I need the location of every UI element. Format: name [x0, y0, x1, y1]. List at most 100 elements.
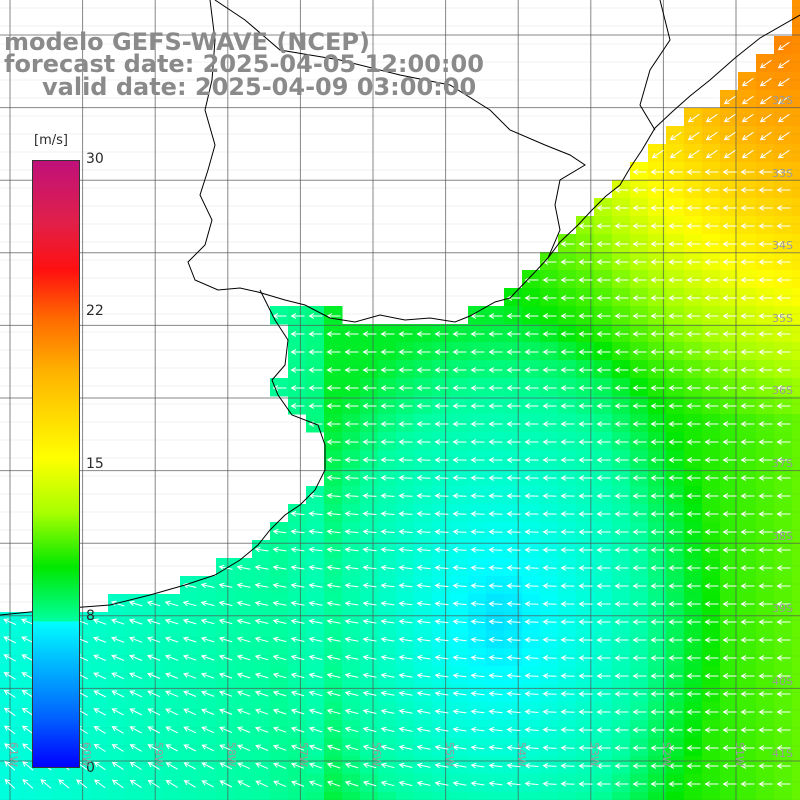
wind-cell: [666, 234, 685, 253]
wind-arrow: [578, 601, 593, 607]
wind-arrow: [362, 457, 377, 463]
wind-arrow: [578, 349, 593, 355]
wind-arrow: [776, 457, 791, 463]
wind-arrow: [668, 673, 683, 679]
wind-arrow: [344, 331, 359, 337]
wind-arrow: [219, 708, 233, 715]
wind-arrow: [614, 583, 629, 589]
wind-cell: [432, 414, 451, 433]
wind-cell: [702, 594, 721, 613]
wind-cell: [756, 540, 775, 559]
wind-arrow: [614, 673, 629, 679]
wind-cell: [684, 774, 703, 793]
wind-cell: [576, 432, 595, 451]
wind-cell: [792, 576, 800, 595]
wind-cell: [774, 702, 793, 721]
wind-arrow: [4, 778, 16, 789]
wind-cell: [414, 432, 433, 451]
wind-cell: [774, 558, 793, 577]
wind-cell: [702, 378, 721, 397]
wind-cell: [486, 396, 505, 415]
wind-cell: [288, 324, 307, 343]
wind-cell: [720, 486, 739, 505]
wind-arrow: [686, 709, 701, 715]
wind-arrow: [758, 619, 773, 625]
wind-arrow: [668, 583, 683, 589]
wind-cell: [792, 558, 800, 577]
wind-cell: [414, 612, 433, 631]
wind-arrow: [165, 708, 179, 716]
wind-cell: [522, 414, 541, 433]
wind-arrow: [704, 457, 719, 463]
wind-arrow: [524, 403, 539, 409]
wind-arrow: [344, 672, 359, 679]
wind-cell: [756, 396, 775, 415]
wind-cell: [360, 360, 379, 379]
wind-arrow: [686, 169, 701, 175]
wind-cell: [180, 792, 199, 800]
title-valid-date: valid date: 2025-04-09 03:00:00: [42, 73, 477, 101]
wind-cell: [576, 288, 595, 307]
wind-cell: [540, 594, 559, 613]
wind-cell: [468, 648, 487, 667]
wind-cell: [648, 396, 667, 415]
wind-arrow: [308, 654, 323, 661]
wind-arrow: [632, 259, 647, 265]
wind-cell: [756, 360, 775, 379]
wind-cell: [468, 756, 487, 775]
wind-arrow: [668, 619, 683, 625]
wind-arrow: [668, 259, 683, 265]
wind-cell: [594, 612, 613, 631]
wind-cell: [738, 522, 757, 541]
wind-arrow: [686, 691, 701, 697]
wind-cell: [450, 720, 469, 739]
wind-cell: [396, 360, 415, 379]
wind-arrow: [686, 529, 701, 535]
wind-cell: [612, 684, 631, 703]
wind-cell: [468, 522, 487, 541]
wind-arrow: [506, 762, 521, 769]
wind-arrow: [723, 113, 736, 123]
wind-cell: [738, 72, 757, 91]
wind-arrow: [741, 77, 754, 87]
wind-arrow: [272, 564, 287, 571]
wind-cell: [774, 396, 793, 415]
wind-arrow: [255, 744, 269, 751]
wind-arrow: [758, 655, 773, 661]
wind-arrow: [416, 762, 431, 769]
wind-cell: [468, 558, 487, 577]
wind-cell: [522, 666, 541, 685]
wind-arrow: [650, 511, 665, 517]
wind-cell: [684, 324, 703, 343]
wind-arrow: [650, 565, 665, 571]
wind-arrow: [362, 331, 377, 337]
wind-arrow: [506, 475, 521, 481]
wind-cell: [342, 522, 361, 541]
wind-cell: [720, 234, 739, 253]
wind-arrow: [398, 618, 413, 625]
wind-arrow: [398, 439, 413, 445]
wind-arrow: [650, 367, 665, 373]
wind-arrow: [741, 149, 754, 159]
wind-cell: [450, 612, 469, 631]
wind-arrow: [722, 763, 737, 769]
wind-cell: [792, 774, 800, 793]
wind-cell: [540, 558, 559, 577]
wind-arrow: [236, 636, 251, 643]
wind-arrow: [596, 223, 611, 229]
wind-arrow: [560, 763, 575, 769]
wind-arrow: [542, 457, 557, 463]
lon-label: 51W: [733, 742, 746, 767]
wind-cell: [414, 468, 433, 487]
wind-arrow: [344, 726, 359, 733]
wind-arrow: [614, 241, 629, 247]
wind-cell: [774, 198, 793, 217]
wind-cell: [774, 72, 793, 91]
lon-label: 59W: [152, 742, 165, 767]
wind-arrow: [668, 439, 683, 445]
wind-arrow: [470, 762, 485, 769]
wind-cell: [468, 450, 487, 469]
wind-arrow: [380, 511, 395, 517]
wind-arrow: [596, 511, 611, 517]
